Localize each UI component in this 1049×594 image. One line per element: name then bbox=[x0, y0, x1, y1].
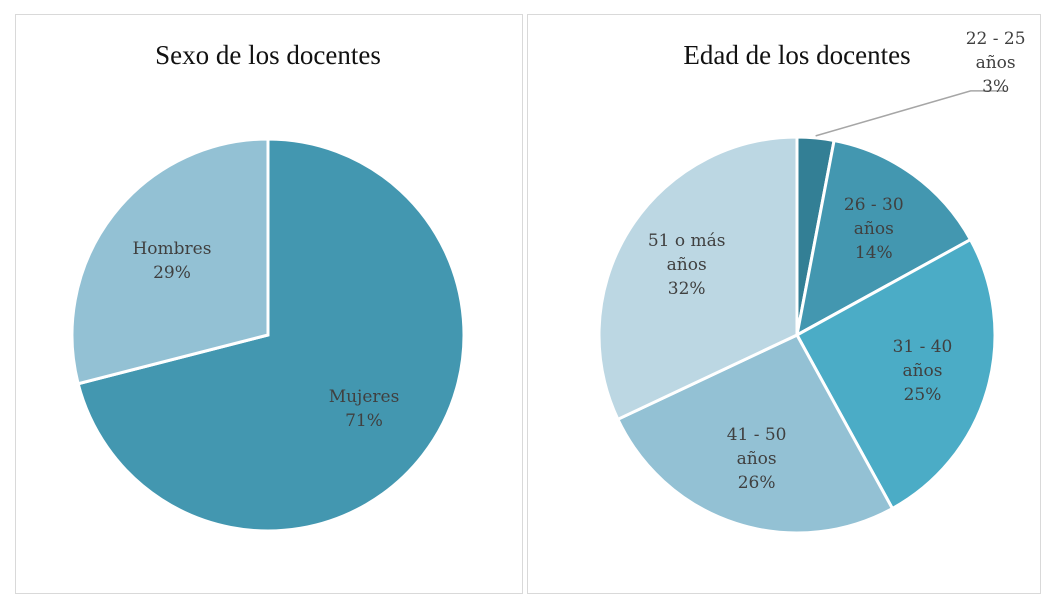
pie-slice bbox=[70, 137, 270, 386]
data-label: 41 - 50 años 26% bbox=[717, 423, 797, 495]
label-category: Mujeres bbox=[328, 387, 400, 408]
data-label: 22 - 25 años 3% bbox=[956, 27, 1036, 99]
leader-line bbox=[815, 90, 1006, 137]
pie-slice bbox=[794, 138, 973, 338]
label-category: Hombres bbox=[132, 238, 212, 259]
label-value: 29% bbox=[153, 262, 191, 283]
pie-slice bbox=[76, 137, 466, 533]
label-category: 26 - 30 años bbox=[843, 195, 904, 240]
label-category: 31 - 40 años bbox=[892, 337, 953, 382]
label-category: 51 o más años bbox=[647, 230, 726, 275]
chart-title: Edad de los docentes bbox=[683, 40, 911, 70]
data-label: Mujeres 71% bbox=[324, 385, 404, 433]
label-category: 22 - 25 años bbox=[965, 28, 1026, 73]
label-value: 71% bbox=[345, 411, 383, 432]
data-label: 26 - 30 años 14% bbox=[834, 193, 914, 265]
label-value: 26% bbox=[737, 473, 776, 494]
pie-slice bbox=[615, 333, 895, 535]
pie-slice bbox=[597, 135, 799, 422]
label-value: 14% bbox=[854, 243, 893, 264]
data-label: Hombres 29% bbox=[132, 237, 212, 285]
label-value: 25% bbox=[903, 385, 942, 406]
label-value: 3% bbox=[982, 76, 1010, 97]
pie-slice bbox=[794, 237, 997, 511]
chart-title: Sexo de los docentes bbox=[155, 40, 381, 70]
label-value: 32% bbox=[667, 278, 706, 299]
data-label: 51 o más años 32% bbox=[647, 229, 727, 301]
data-label: 31 - 40 años 25% bbox=[882, 335, 962, 407]
label-category: 41 - 50 años bbox=[726, 425, 787, 470]
